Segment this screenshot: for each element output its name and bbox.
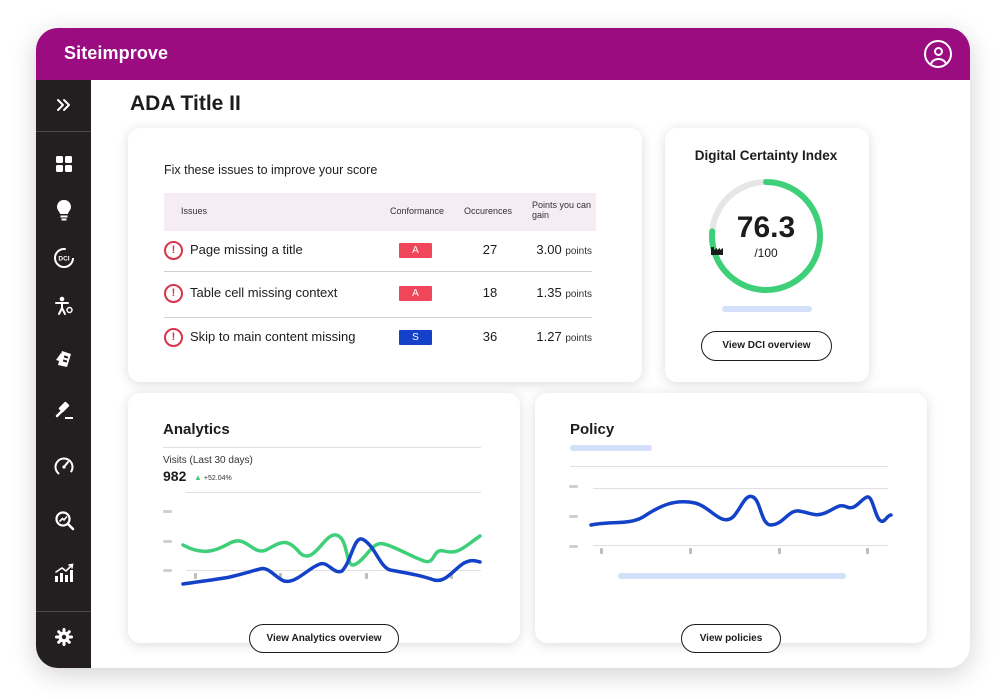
accessibility-icon[interactable] (36, 286, 91, 326)
points-value: 1.35 (536, 285, 562, 300)
dci-title: Digital Certainty Index (694, 148, 838, 163)
issue-row[interactable]: ! Skip to main content missing S 36 1.27… (164, 318, 592, 362)
issues-table-header: Issues Conformance Occurences Points you… (164, 193, 596, 231)
conformance-badge: A (399, 243, 432, 258)
points-unit: points (565, 333, 592, 344)
lightbulb-icon[interactable] (36, 190, 91, 230)
policy-title: Policy (570, 421, 615, 438)
y-tick (163, 510, 172, 513)
quality-assurance-icon[interactable] (36, 338, 91, 378)
factory-icon (711, 247, 723, 255)
dci-card: Digital Certainty Index 76.3 /100 View D… (665, 128, 869, 382)
chart-baseline (186, 570, 481, 571)
dci-score: 76.3 (736, 211, 796, 244)
chart-baseline (593, 545, 888, 546)
visits-change: ▲ +52.04% (194, 473, 232, 482)
x-tick (194, 573, 197, 579)
issues-card: Fix these issues to improve your score I… (128, 128, 642, 382)
chart-gridline (593, 488, 888, 489)
row-divider (164, 271, 592, 272)
points-unit: points (565, 246, 592, 257)
x-tick (866, 548, 869, 554)
points-value: 3.00 (536, 242, 562, 257)
chart-gridline (186, 492, 481, 493)
dci-gauge-progress (709, 179, 823, 293)
view-analytics-overview-button[interactable]: View Analytics overview (249, 624, 399, 653)
column-header-occurences: Occurences (464, 206, 513, 216)
policy-skeleton-bar (618, 573, 846, 579)
conformance-badge: S (399, 330, 432, 345)
issue-name: Page missing a title (190, 242, 303, 257)
analytics-title: Analytics (163, 421, 230, 438)
issue-points: 1.35 points (524, 285, 592, 300)
analytics-series-blue (181, 537, 482, 586)
y-tick (569, 545, 578, 548)
user-profile-icon[interactable] (924, 40, 952, 68)
points-value: 1.27 (536, 329, 562, 344)
issue-occurrences: 27 (482, 242, 498, 257)
analytics-chart-icon[interactable] (36, 553, 91, 593)
visits-change-value: +52.04% (203, 475, 232, 482)
issues-heading: Fix these issues to improve your score (164, 163, 378, 177)
warning-icon: ! (164, 284, 183, 303)
dci-gauge (709, 179, 823, 293)
dashboard-grid-icon[interactable] (36, 144, 91, 184)
dci-icon[interactable]: DCI (36, 238, 91, 278)
brand-logo[interactable]: Siteimprove (64, 43, 169, 63)
seo-search-icon[interactable] (36, 500, 91, 540)
x-tick (279, 573, 282, 579)
view-policies-button[interactable]: View policies (681, 624, 781, 653)
analytics-title-divider (163, 447, 481, 448)
warning-icon: ! (164, 328, 183, 347)
points-unit: points (565, 289, 592, 300)
row-divider (164, 317, 592, 318)
top-bar: Siteimprove (36, 28, 970, 80)
issue-name: Skip to main content missing (190, 329, 356, 344)
page-title: ADA Title II (130, 92, 241, 115)
x-tick (778, 548, 781, 554)
policy-gavel-icon[interactable] (36, 391, 91, 431)
dci-skeleton-bar (722, 306, 812, 312)
x-tick (365, 573, 368, 579)
column-header-conformance: Conformance (390, 206, 445, 216)
policy-skeleton-bar (570, 445, 652, 451)
issue-occurrences: 18 (482, 285, 498, 300)
app-window: Siteimprove DCI (36, 28, 970, 668)
issue-name: Table cell missing context (190, 285, 338, 300)
conformance-badge: A (399, 286, 432, 301)
x-tick (450, 573, 453, 579)
issue-occurrences: 36 (482, 329, 498, 344)
issue-row[interactable]: ! Table cell missing context A 18 1.35 p… (164, 274, 592, 318)
visits-value: 982 (163, 468, 187, 484)
y-tick (569, 485, 578, 488)
issue-row[interactable]: ! Page missing a title A 27 3.00 points (164, 231, 592, 275)
column-header-issues: Issues (181, 206, 208, 216)
settings-gear-icon[interactable] (36, 617, 91, 657)
analytics-card: Analytics Visits (Last 30 days) 982 ▲ +5… (128, 393, 520, 653)
x-tick (600, 548, 603, 554)
issue-points: 1.27 points (524, 329, 592, 344)
y-tick (163, 540, 172, 543)
policy-title-divider (570, 466, 888, 467)
sidebar: DCI (36, 80, 91, 668)
sidebar-divider (36, 611, 91, 612)
performance-gauge-icon[interactable] (36, 446, 91, 486)
trend-up-icon: ▲ (194, 473, 202, 482)
policy-series (589, 494, 893, 527)
x-tick (689, 548, 692, 554)
sidebar-divider (36, 131, 91, 132)
y-tick (163, 569, 172, 572)
issue-points: 3.00 points (524, 242, 592, 257)
y-tick (569, 515, 578, 518)
view-dci-overview-button[interactable]: View DCI overview (701, 331, 832, 361)
column-header-points: Points you can gain (532, 200, 592, 220)
dci-icon-text: DCI (58, 256, 69, 263)
visits-label: Visits (Last 30 days) (163, 455, 253, 466)
policy-card: Policy View policies (535, 393, 927, 653)
warning-icon: ! (164, 241, 183, 260)
dci-score-max: /100 (754, 246, 778, 260)
expand-icon[interactable] (36, 85, 91, 125)
analytics-series-green (181, 533, 482, 567)
